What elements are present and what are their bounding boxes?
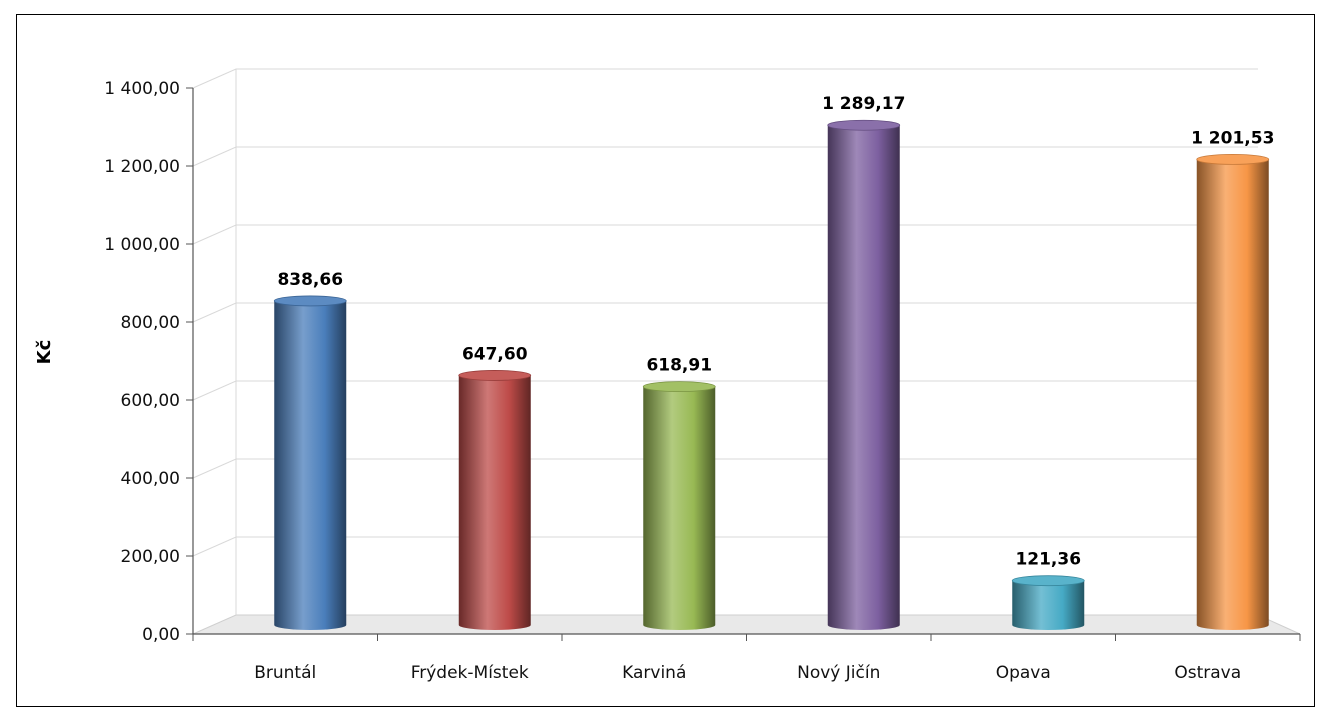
- bar-top: [1011, 575, 1085, 587]
- y-tick-label: 400,00: [121, 469, 180, 489]
- bar-nov-ji-n: [827, 119, 901, 631]
- bar-body: [643, 386, 716, 630]
- bar-body: [1196, 159, 1269, 630]
- bar-fr-dek-m-stek: [458, 370, 532, 630]
- x-tick-label: Frýdek-Místek: [411, 663, 529, 683]
- bar-top: [1196, 154, 1270, 165]
- bar-brunt-l: [273, 295, 347, 630]
- bar-body: [274, 300, 347, 630]
- data-label: 1 201,53: [1191, 128, 1274, 148]
- gridline: [192, 146, 1258, 167]
- bar-top: [827, 119, 901, 131]
- y-tick-label: 1 200,00: [104, 157, 180, 177]
- bar-opava: [1011, 575, 1085, 630]
- y-tick-label: 1 000,00: [104, 235, 180, 255]
- data-label: 838,66: [277, 270, 343, 290]
- bar-body: [1012, 580, 1085, 630]
- gridline: [192, 224, 1258, 245]
- data-label: 618,91: [646, 356, 712, 376]
- bar-top: [642, 381, 716, 393]
- x-tick-label: Nový Jičín: [797, 663, 880, 683]
- gridline: [192, 458, 1258, 479]
- y-tick-label: 200,00: [121, 547, 180, 567]
- y-tick-label: 600,00: [121, 391, 180, 411]
- y-tick-label: 800,00: [121, 313, 180, 333]
- chart-floor: [192, 614, 1301, 635]
- gridline: [192, 380, 1258, 401]
- y-tick-label: 0,00: [142, 625, 180, 645]
- bar-body: [827, 125, 900, 631]
- gridline: [192, 536, 1258, 557]
- data-label: 121,36: [1015, 550, 1081, 570]
- data-label: 1 289,17: [822, 94, 905, 114]
- bar-top: [458, 370, 532, 381]
- gridline: [192, 302, 1258, 323]
- bar-top: [273, 295, 347, 307]
- bar-body: [458, 375, 531, 630]
- bar-ostrava: [1196, 154, 1270, 630]
- y-axis-label: Kč: [34, 340, 55, 365]
- x-tick-label: Karviná: [622, 663, 686, 683]
- gridline: [192, 68, 1258, 89]
- y-tick-label: 1 400,00: [104, 79, 180, 99]
- x-tick-label: Opava: [996, 663, 1051, 683]
- bar-karvin-: [642, 381, 716, 630]
- x-tick-label: Bruntál: [254, 663, 316, 683]
- x-tick-label: Ostrava: [1174, 663, 1241, 683]
- data-label: 647,60: [462, 344, 528, 364]
